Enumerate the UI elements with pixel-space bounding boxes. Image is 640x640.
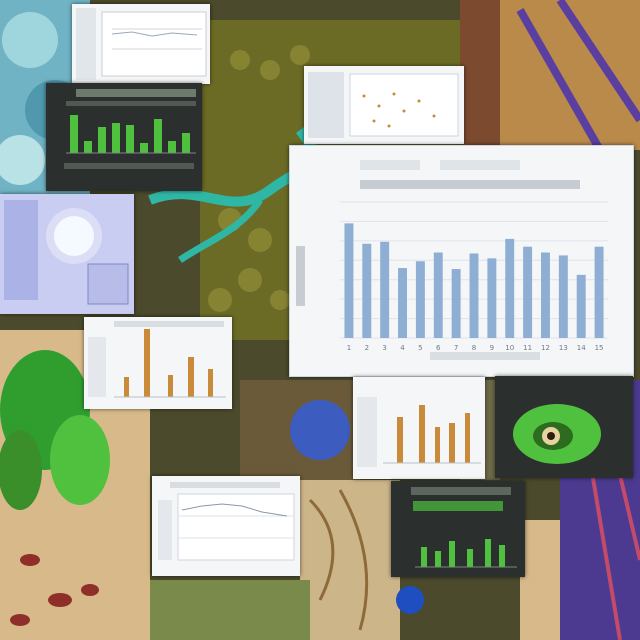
bar-5	[415, 261, 425, 338]
green-bar-chart-panel	[46, 83, 202, 191]
orange-bar-chart	[88, 321, 226, 398]
bar-7	[451, 269, 461, 338]
main-chart-x-ticks: 1 2 3 4 5 6 7 8 9 10 11 12 13 14 15	[347, 344, 604, 352]
green-bar-chart	[64, 89, 196, 169]
bottom-green-chart	[411, 487, 517, 568]
x-tick-label: 1	[347, 344, 351, 352]
bar-14	[576, 274, 586, 338]
bar-11	[523, 246, 533, 338]
x-tick-label: 11	[523, 344, 532, 352]
x-tick-label: 2	[365, 344, 369, 352]
x-tick-label: 9	[490, 344, 494, 352]
small-line-chart-panel	[72, 4, 210, 84]
bar-8	[469, 253, 479, 338]
bottom-line-chart	[158, 482, 295, 561]
green-eye-illustration	[513, 404, 601, 464]
orange-bar-chart-2	[357, 397, 481, 467]
x-tick-label: 5	[418, 344, 422, 352]
bottom-green-chart-panel	[391, 481, 525, 577]
small-line-chart	[76, 8, 207, 80]
x-tick-label: 10	[505, 344, 514, 352]
scatter-chart-panel	[304, 66, 464, 144]
x-tick-label: 12	[541, 344, 550, 352]
green-eye-panel	[495, 376, 633, 478]
bar-3	[380, 241, 390, 338]
bar-4	[398, 268, 407, 338]
x-tick-label: 14	[577, 344, 586, 352]
bar-9	[487, 258, 497, 338]
orange-bar-chart-panel	[84, 317, 232, 409]
light-illustration	[4, 200, 129, 305]
x-tick-label: 4	[400, 344, 405, 352]
x-tick-label: 8	[472, 344, 476, 352]
bar-2	[362, 243, 372, 338]
main-bar-chart-panel: 1 2 3 4 5 6 7 8 9 10 11 12 13 14 15	[289, 145, 634, 377]
bar-15	[594, 246, 604, 338]
bar-10	[505, 238, 515, 338]
bar-12	[541, 252, 550, 338]
x-tick-label: 15	[595, 344, 604, 352]
scatter-chart	[308, 72, 459, 138]
orange-bar-chart-2-panel	[353, 377, 485, 479]
main-bar-chart: 1 2 3 4 5 6 7 8 9 10 11 12 13 14 15	[296, 160, 608, 360]
x-tick-label: 6	[436, 344, 441, 352]
main-chart-bars	[344, 223, 604, 338]
bar-13	[558, 255, 568, 338]
bottom-line-chart-panel	[152, 476, 300, 576]
bar-1	[344, 223, 354, 338]
x-tick-label: 3	[382, 344, 386, 352]
bar-6	[433, 252, 443, 338]
x-tick-label: 13	[559, 344, 568, 352]
light-panel	[0, 194, 134, 314]
x-tick-label: 7	[454, 344, 458, 352]
